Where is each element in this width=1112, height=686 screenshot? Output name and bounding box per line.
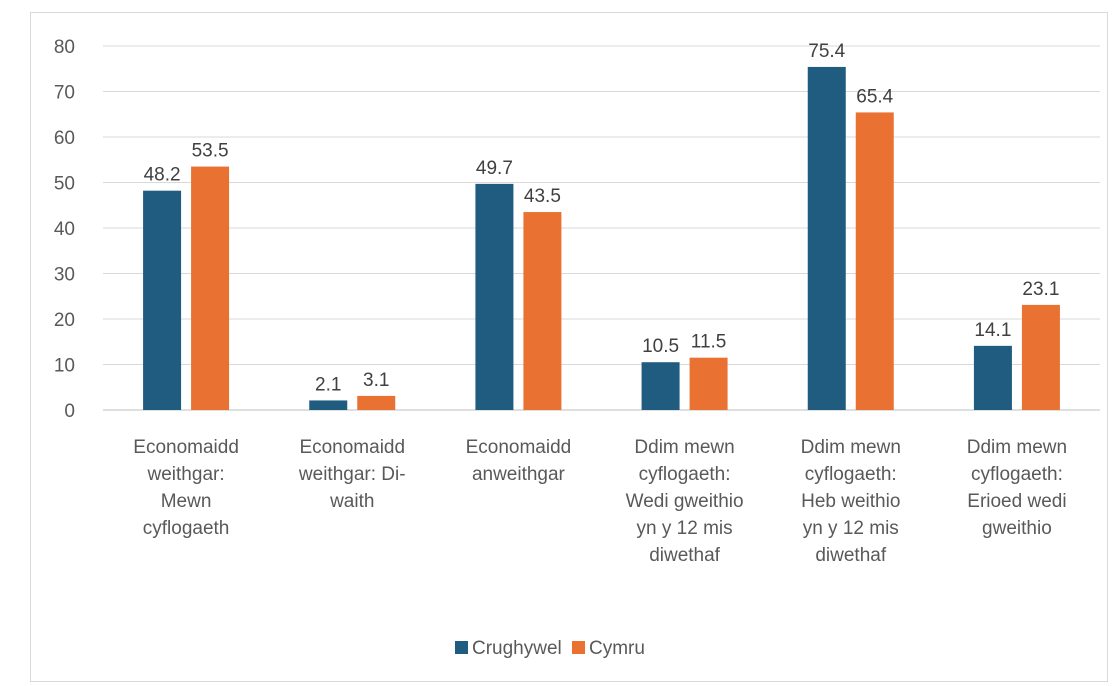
bar-cymru [357,395,396,410]
y-tick-label: 80 [54,37,75,58]
y-tick-label: 20 [54,310,75,331]
bar-crughywel [973,345,1012,410]
x-tick-label-line: Ddim mewn [967,437,1067,458]
y-tick-label: 0 [64,401,75,422]
data-label: 11.5 [691,332,727,353]
x-tick-label-line: Ddim mewn [634,437,734,458]
x-tick-label: Economaidd anweithgar [466,437,572,485]
data-label: 2.1 [315,374,341,395]
data-label: 49.7 [476,158,513,179]
x-tick-label-line: Economaidd [466,437,572,458]
x-tick-label: Ddim mewn cyflogaeth: Wedi gweithio yn y 12… [626,437,744,566]
data-label: 23.1 [1022,279,1059,300]
x-tick-label-line: diwethaf [649,545,720,566]
x-tick-label: Economaidd weithgar: Mewn cyflogaeth [133,437,239,539]
bar-crughywel [309,400,348,410]
y-tick-label: 70 [54,83,75,104]
x-tick-label-line: weithgar: Di- [298,464,406,485]
x-tick-label-line: cyflogaeth: [639,464,731,485]
bar-cymru [855,112,894,411]
bar-cymru [689,357,728,410]
legend-swatch-cymru [572,641,585,654]
data-label: 65.4 [856,86,893,107]
x-tick-label-line: Wedi gweithio [626,491,744,512]
bar-crughywel [475,183,514,410]
y-tick-label: 60 [54,128,75,149]
data-label: 14.1 [974,320,1011,341]
x-tick-label-line: Mewn [161,491,212,512]
x-tick-label-line: gweithio [982,518,1052,539]
data-label: 10.5 [642,336,679,357]
x-tick-label-line: yn y 12 mis [803,518,899,539]
x-tick-label: Ddim mewn cyflogaeth: Erioed wedi gweithio [967,437,1067,539]
bar-crughywel [641,362,680,410]
x-tick-label: Economaidd weithgar: Di-waith [298,437,406,512]
x-tick-label-line: diwethaf [815,545,886,566]
legend-swatch-crughywel [455,641,468,654]
y-tick-label: 30 [54,265,75,286]
data-label: 53.5 [192,141,229,162]
bar-cymru [523,212,562,410]
legend-label-crughywel: Crughywel [472,638,562,659]
data-label: 43.5 [524,186,561,207]
bar-cymru [1021,304,1060,410]
data-label: 75.4 [808,41,845,62]
x-tick-label-line: waith [329,491,374,512]
data-label: 48.2 [144,165,181,186]
y-tick-label: 50 [54,174,75,195]
x-tick-label-line: anweithgar [472,464,566,485]
x-tick-label-line: weithgar: [147,464,225,485]
data-label: 3.1 [363,370,389,391]
y-tick-label: 10 [54,356,75,377]
x-tick-label: Ddim mewn cyflogaeth: Heb weithio yn y 12 m… [801,437,901,566]
x-tick-label-line: cyflogaeth [143,518,230,539]
x-tick-label-line: cyflogaeth: [971,464,1063,485]
x-tick-label-line: Economaidd [133,437,239,458]
x-tick-label-line: Ddim mewn [801,437,901,458]
bar-cymru [191,166,230,410]
y-tick-label: 40 [54,219,75,240]
bar-crughywel [143,190,182,410]
x-tick-label-line: Economaidd [299,437,405,458]
legend-label-cymru: Cymru [589,638,645,659]
bar-crughywel [807,66,846,411]
x-tick-label-line: cyflogaeth: [805,464,897,485]
x-tick-label-line: Heb weithio [801,491,900,512]
x-tick-label-line: yn y 12 mis [637,518,733,539]
x-tick-label-line: Erioed wedi [967,491,1066,512]
